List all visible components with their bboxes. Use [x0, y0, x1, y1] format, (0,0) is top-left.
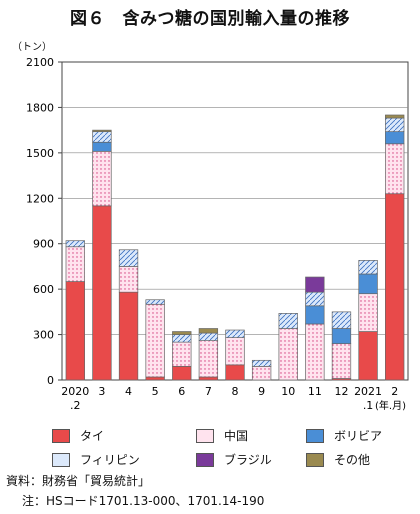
x-tick-label-sub: .1 [363, 399, 374, 412]
legend-item-china: 中国 [196, 427, 248, 444]
x-tick-label: 7 [205, 385, 212, 398]
bar-segment-china [145, 303, 165, 378]
bar-segment-china [65, 246, 85, 282]
legend-item-philippines: フィリピン [52, 451, 140, 468]
x-tick-label: 2020 [61, 385, 89, 398]
bar-segment-philippines [385, 117, 405, 133]
bar-segment-thai [145, 376, 165, 381]
y-tick-label: 1500 [26, 147, 54, 160]
legend-label-thai: タイ [80, 429, 105, 443]
bar-segment-thai [198, 376, 219, 381]
chart-title: 図６ 含みつ糖の国別輸入量の推移 [70, 9, 350, 29]
source-note: 資料：財務省「貿易統計」 [6, 474, 151, 488]
x-tick-label: 6 [178, 385, 185, 398]
bar-segment-philippines [172, 334, 192, 343]
legend-swatch-other [306, 452, 324, 467]
legend-item-bolivia: ボリビア [306, 427, 382, 444]
bar-segment-bolivia [385, 131, 405, 145]
x-axis-unit-label: (年.月) [375, 399, 406, 412]
x-tick-label: 11 [308, 385, 322, 398]
legend-item-brazil: ブラジル [196, 451, 272, 468]
legend-label-philippines: フィリピン [80, 453, 140, 467]
x-tick-label: 5 [152, 385, 159, 398]
legend-label-china: 中国 [224, 429, 249, 443]
bar-segment-china [225, 337, 245, 366]
bar-segment-china [358, 293, 378, 332]
legend-swatch-brazil [196, 452, 214, 467]
y-tick-label: 300 [33, 329, 54, 342]
legend-label-other: その他 [334, 453, 371, 467]
y-tick-label: 1200 [26, 192, 54, 205]
bar-segment-philippines [278, 313, 298, 329]
bar-segment-china [305, 323, 325, 381]
bar-segment-thai [385, 193, 405, 381]
bar-segment-other [198, 328, 219, 334]
bar-segment-thai [172, 366, 192, 381]
bar-segment-thai [92, 205, 112, 381]
bar-segment-other [172, 331, 192, 335]
bar-segment-philippines [251, 359, 272, 367]
legend-item-thai: タイ [52, 427, 104, 444]
bar-segment-philippines [358, 260, 378, 275]
bar-segment-philippines [331, 311, 352, 329]
bar-segment-china [92, 150, 112, 207]
stacked-bar-chart: 0 300 600 900 1200 1500 1800 2100 2020.2 3 4 5 6 7 8 9 1… [26, 56, 409, 412]
bar-segment-thai [118, 291, 139, 381]
legend-swatch-china [196, 428, 214, 443]
y-tick-label: 2100 [26, 56, 54, 69]
bar-segment-philippines [198, 332, 219, 341]
x-tick-label: 9 [258, 385, 265, 398]
x-tick-label: 4 [125, 385, 132, 398]
bar-segment-philippines [65, 240, 85, 248]
x-tick-label: 2021 [354, 385, 382, 398]
bar-segment-other [92, 129, 112, 133]
legend-swatch-bolivia [306, 428, 324, 443]
bar-segment-brazil [305, 276, 325, 293]
bar-segment-china [198, 340, 219, 378]
bar-segment-other [385, 114, 405, 119]
footnote: 注：HSコード1701.13-000、1701.14-190 [22, 494, 265, 508]
bar-segment-thai [65, 281, 85, 381]
x-tick-label: 8 [232, 385, 239, 398]
bar-segment-bolivia [92, 141, 112, 152]
legend-swatch-thai [52, 428, 70, 443]
bar-segment-china [385, 143, 405, 195]
bar-segment-china [278, 328, 298, 381]
bar-segment-china [331, 343, 352, 379]
bar-segment-china [118, 266, 139, 293]
bar-segment-philippines [118, 249, 139, 267]
legend-label-bolivia: ボリビア [334, 429, 383, 443]
legend-label-brazil: ブラジル [224, 453, 272, 467]
x-tick-label: 3 [98, 385, 105, 398]
y-axis-unit-label: （トン） [12, 42, 52, 53]
bar-segment-china [251, 366, 272, 381]
bar-segment-bolivia [331, 328, 352, 345]
bar-segment-philippines [225, 329, 245, 338]
y-tick-label: 600 [33, 283, 54, 296]
x-tick-label: 2 [391, 385, 398, 398]
legend-swatch-philippines [52, 452, 70, 467]
bar-segment-philippines [305, 291, 325, 307]
bar-segment-philippines [92, 131, 112, 143]
bar-segment-thai [358, 331, 378, 381]
bar-segment-bolivia [305, 305, 325, 325]
y-tick-label: 1800 [26, 101, 54, 114]
bar-segment-thai [225, 364, 245, 381]
x-tick-label: 10 [281, 385, 295, 398]
bar-segment-philippines [145, 299, 165, 305]
x-tick-label-sub: .2 [70, 399, 81, 412]
bar-segment-bolivia [358, 273, 378, 295]
legend-item-other: その他 [306, 451, 370, 468]
y-tick-label: 900 [33, 238, 54, 251]
bar-segment-china [172, 341, 192, 367]
x-tick-label: 12 [334, 385, 348, 398]
y-tick-label: 0 [47, 374, 54, 387]
